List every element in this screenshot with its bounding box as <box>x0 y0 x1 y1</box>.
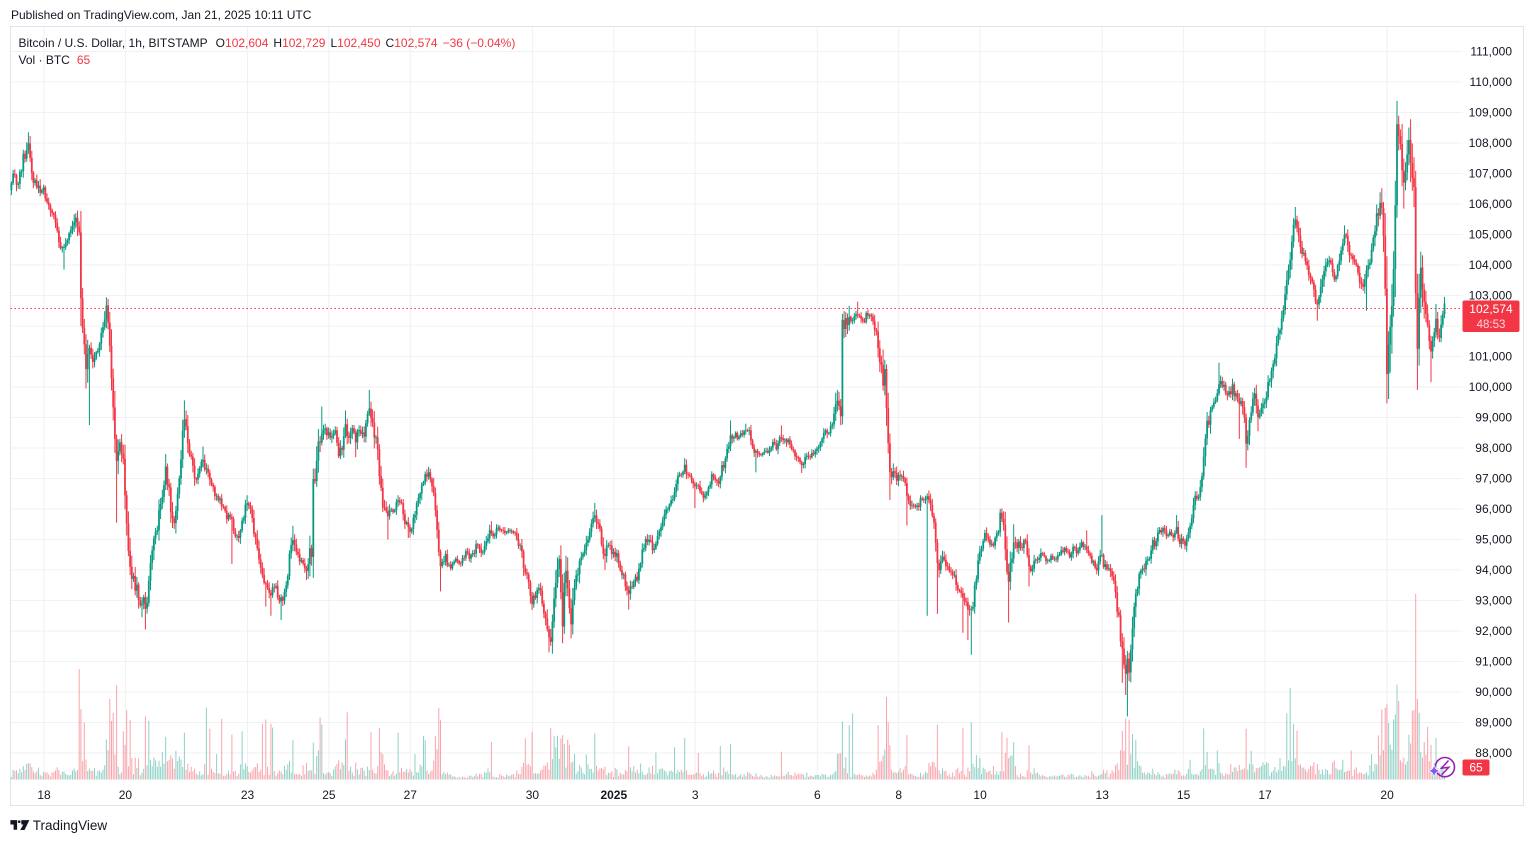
svg-text:88,000: 88,000 <box>1475 746 1512 760</box>
svg-text:6: 6 <box>814 788 821 802</box>
svg-text:95,000: 95,000 <box>1475 533 1512 547</box>
svg-text:25: 25 <box>322 788 336 802</box>
svg-text:Published on TradingView.com,: Published on TradingView.com, Jan 21, 20… <box>11 8 312 22</box>
svg-text:97,000: 97,000 <box>1475 472 1512 486</box>
svg-text:104,000: 104,000 <box>1469 258 1513 272</box>
svg-text:TradingView: TradingView <box>33 818 108 833</box>
svg-text:89,000: 89,000 <box>1475 716 1512 730</box>
svg-text:109,000: 109,000 <box>1469 106 1513 120</box>
svg-text:100,000: 100,000 <box>1469 380 1513 394</box>
svg-text:Bitcoin / U.S. Dollar, 1h, BIT: Bitcoin / U.S. Dollar, 1h, BITSTAMP O102,… <box>19 36 516 50</box>
svg-text:27: 27 <box>404 788 418 802</box>
svg-text:110,000: 110,000 <box>1470 75 1513 89</box>
svg-text:96,000: 96,000 <box>1475 502 1512 516</box>
svg-text:48:53: 48:53 <box>1477 319 1506 331</box>
svg-text:23: 23 <box>241 788 255 802</box>
svg-text:98,000: 98,000 <box>1475 441 1512 455</box>
svg-text:91,000: 91,000 <box>1475 655 1512 669</box>
svg-text:20: 20 <box>119 788 133 802</box>
svg-text:93,000: 93,000 <box>1475 594 1512 608</box>
svg-text:108,000: 108,000 <box>1469 136 1513 150</box>
svg-text:15: 15 <box>1177 788 1191 802</box>
svg-text:20: 20 <box>1380 788 1394 802</box>
svg-text:94,000: 94,000 <box>1475 563 1512 577</box>
svg-text:17: 17 <box>1258 788 1272 802</box>
svg-text:8: 8 <box>895 788 902 802</box>
svg-text:101,000: 101,000 <box>1469 350 1513 364</box>
svg-text:102,574: 102,574 <box>1469 302 1513 316</box>
svg-text:92,000: 92,000 <box>1475 624 1512 638</box>
svg-text:111,000: 111,000 <box>1470 45 1512 59</box>
svg-text:10: 10 <box>973 788 987 802</box>
svg-text:99,000: 99,000 <box>1475 411 1512 425</box>
svg-text:107,000: 107,000 <box>1469 167 1513 181</box>
svg-text:106,000: 106,000 <box>1469 197 1513 211</box>
svg-text:2025: 2025 <box>600 788 627 802</box>
svg-text:65: 65 <box>1469 761 1483 775</box>
svg-text:3: 3 <box>692 788 699 802</box>
svg-text:13: 13 <box>1096 788 1110 802</box>
svg-text:18: 18 <box>37 788 51 802</box>
svg-text:103,000: 103,000 <box>1469 289 1513 303</box>
svg-text:30: 30 <box>526 788 540 802</box>
svg-text:90,000: 90,000 <box>1475 685 1512 699</box>
svg-text:105,000: 105,000 <box>1469 228 1513 242</box>
